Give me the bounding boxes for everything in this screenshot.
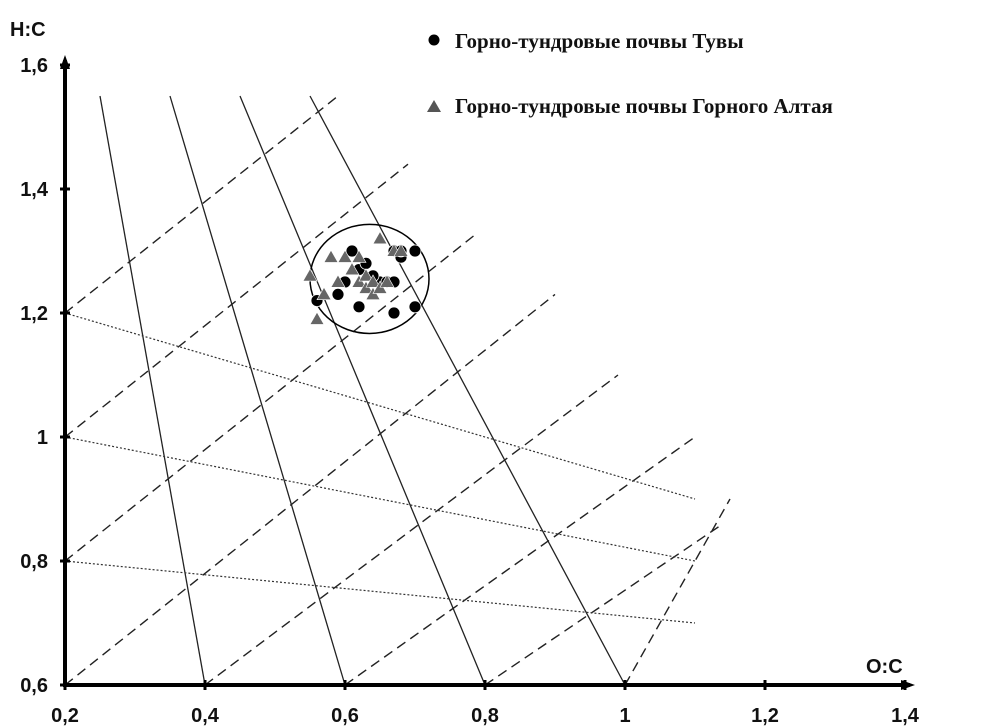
y-axis-arrow xyxy=(60,55,70,69)
x-tick-label-2: 0,6 xyxy=(331,705,359,727)
y-axis-label: H:C xyxy=(10,19,46,41)
point-tuva-13 xyxy=(409,301,421,313)
dashed-guide-line-7 xyxy=(625,499,730,685)
dotted-guide-line-2 xyxy=(65,561,695,623)
legend-marker-circle xyxy=(429,35,440,46)
dotted-guide-line-0 xyxy=(65,313,695,499)
point-tuva-14 xyxy=(388,307,400,319)
y-tick-label-3: 1,2 xyxy=(20,303,48,325)
point-altai-3 xyxy=(324,250,338,262)
legend-marker-triangle xyxy=(427,100,441,112)
axis-ticks-layer: 0,2 0,4 0,6 0,8 1 1,2 1,4 0,6 0,8 1 1,2 1,4 1,6 xyxy=(20,55,920,727)
dotted-guide-line-1 xyxy=(65,437,695,561)
y-tick-label-2: 1 xyxy=(37,427,48,449)
guide-lines-layer xyxy=(65,96,730,685)
x-tick-label-1: 0,4 xyxy=(191,705,220,727)
point-tuva-5 xyxy=(353,301,365,313)
point-altai-1 xyxy=(317,287,331,299)
dashed-guide-line-6 xyxy=(485,524,723,685)
legend-label-altai: Горно-тундровые почвы Горного Алтая xyxy=(455,94,833,118)
x-tick-label-4: 1 xyxy=(619,705,630,727)
x-tick-label-6: 1,4 xyxy=(891,705,920,727)
solid-guide-line-2 xyxy=(240,96,485,685)
solid-guide-line-1 xyxy=(170,96,345,685)
legend-label-tuva: Горно-тундровые почвы Тувы xyxy=(455,29,744,53)
legend: Горно-тундровые почвы Тувы Горно-тундров… xyxy=(427,29,833,118)
y-tick-label-1: 0,8 xyxy=(20,551,48,573)
y-tick-label-0: 0,6 xyxy=(20,675,48,697)
x-tick-label-3: 0,8 xyxy=(471,705,499,727)
point-tuva-3 xyxy=(332,288,344,300)
y-tick-label-5: 1,6 xyxy=(20,55,48,77)
dashed-guide-line-1 xyxy=(65,164,408,437)
x-tick-label-5: 1,2 xyxy=(751,705,779,727)
point-altai-2 xyxy=(310,312,324,324)
x-axis-arrow xyxy=(901,680,915,690)
solid-guide-line-0 xyxy=(100,96,205,685)
dashed-guide-line-2 xyxy=(65,232,478,561)
y-tick-label-4: 1,4 xyxy=(20,179,49,201)
point-altai-13 xyxy=(373,232,387,244)
point-tuva-12 xyxy=(409,245,421,257)
x-axis-label: O:C xyxy=(866,656,903,678)
solid-guide-line-3 xyxy=(310,96,625,685)
dashed-guide-line-3 xyxy=(65,294,555,685)
x-tick-label-0: 0,2 xyxy=(51,705,79,727)
